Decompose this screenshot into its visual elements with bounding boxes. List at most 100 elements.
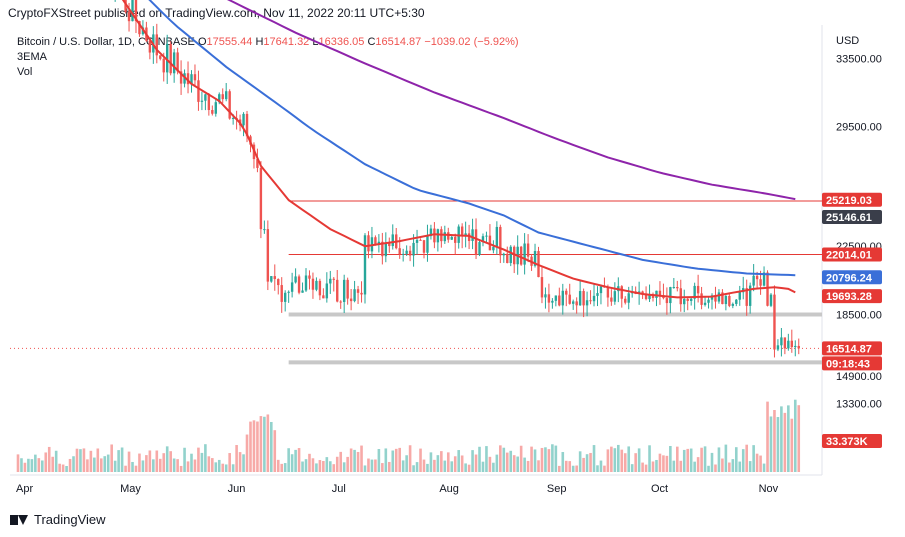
volume-bar [252,420,256,472]
volume-bar [655,459,658,472]
candle-body [263,229,266,231]
candle-body [707,299,710,303]
volume-bar [297,448,301,472]
volume-bar [325,457,329,472]
candle-body [176,52,179,72]
volume-bar [797,405,801,472]
ema-mid-line [148,0,796,277]
volume-bar [606,449,610,472]
volume-bar [505,452,509,472]
volume-bar [179,465,183,472]
horizontal-levels[interactable] [10,200,822,365]
legend-indicator-ema[interactable]: 3EMA [17,51,47,63]
volume-bar [120,447,124,472]
time-axis[interactable]: Apr May Jun Jul Aug Sep Oct Nov [16,483,779,495]
volume-bar [582,457,585,472]
candle-body [641,291,644,294]
volume-bar [592,445,596,472]
candle-body [488,235,492,251]
volume-bar [34,454,37,472]
candle-body [460,226,464,237]
candle-body [190,74,193,85]
candle-body [342,279,346,302]
price-label-ema100: 20796.24 [826,272,873,284]
candle-body [415,239,419,243]
volume-bar [436,455,440,472]
price-label-bg-resistance-mid [822,247,882,262]
volume-bar [596,465,599,472]
volume-bar [679,460,683,472]
volume-bar [360,445,363,472]
candle-body [162,58,165,73]
volume-bar [75,448,79,472]
volume-bar [273,430,277,472]
volume-bar [787,405,790,472]
volume-bar [672,460,676,472]
candle-body [474,229,478,255]
volume-bar [231,464,235,472]
candle-body [526,243,530,257]
volume-bar [731,459,735,472]
legend-open: 17555.44 [206,36,253,48]
volume-bar [738,461,742,472]
legend-low: 16336.05 [318,36,365,48]
candle-body [277,279,280,286]
candle-body [169,44,172,74]
candle-body [544,294,547,298]
volume-bar [693,461,696,472]
volume-bar [96,448,100,472]
candle-body [422,240,426,253]
candle-body [762,272,766,286]
volume-bar [408,445,412,472]
candle-body [575,301,578,306]
price-label-ema200: 25219.03 [826,195,872,207]
volume-bar [367,458,370,472]
volume-bar [769,416,773,472]
volume-bar [558,465,561,472]
candle-body [794,345,797,348]
candle-body [558,295,561,306]
candle-body [197,80,200,102]
volume-bar [221,463,225,472]
volume-bar [457,450,460,472]
legend-indicator-vol[interactable]: Vol [17,66,33,78]
volume-bar [401,460,405,472]
candle-body [672,287,676,289]
candle-body [728,295,731,306]
tradingview-footer[interactable]: TradingView [10,512,106,527]
candle-body [287,291,290,293]
price-label-ema50: 19693.28 [826,291,872,303]
candle-body [429,228,433,237]
volume-bar [589,452,592,472]
volume-bar [554,445,558,472]
candle-body [759,279,762,286]
candle-body [693,285,696,299]
volume-bar [714,464,717,472]
volume-bar [30,459,34,472]
candle-body [565,290,568,295]
volume-bar [460,455,464,472]
volume-bar [363,465,367,472]
volume-bar [790,418,794,472]
volume-bar [492,462,495,472]
volume-bar [193,459,197,472]
candle-body [578,291,582,306]
candle-body [585,300,589,306]
candle-body [304,275,308,291]
volume-bar [280,463,284,472]
volume-bar [384,448,388,472]
candle-body [138,21,141,35]
candle-body [363,235,367,295]
volume-bar [370,459,374,472]
volume-bar [335,456,339,472]
volume-bar [485,446,488,472]
candle-body [481,236,485,243]
candle-body [599,286,603,294]
volume-bar [422,459,426,472]
chart-grid [10,25,823,476]
volume-bar [759,455,762,472]
volume-bar [93,457,96,472]
candle-body [436,229,440,243]
volume-bar [623,453,627,472]
